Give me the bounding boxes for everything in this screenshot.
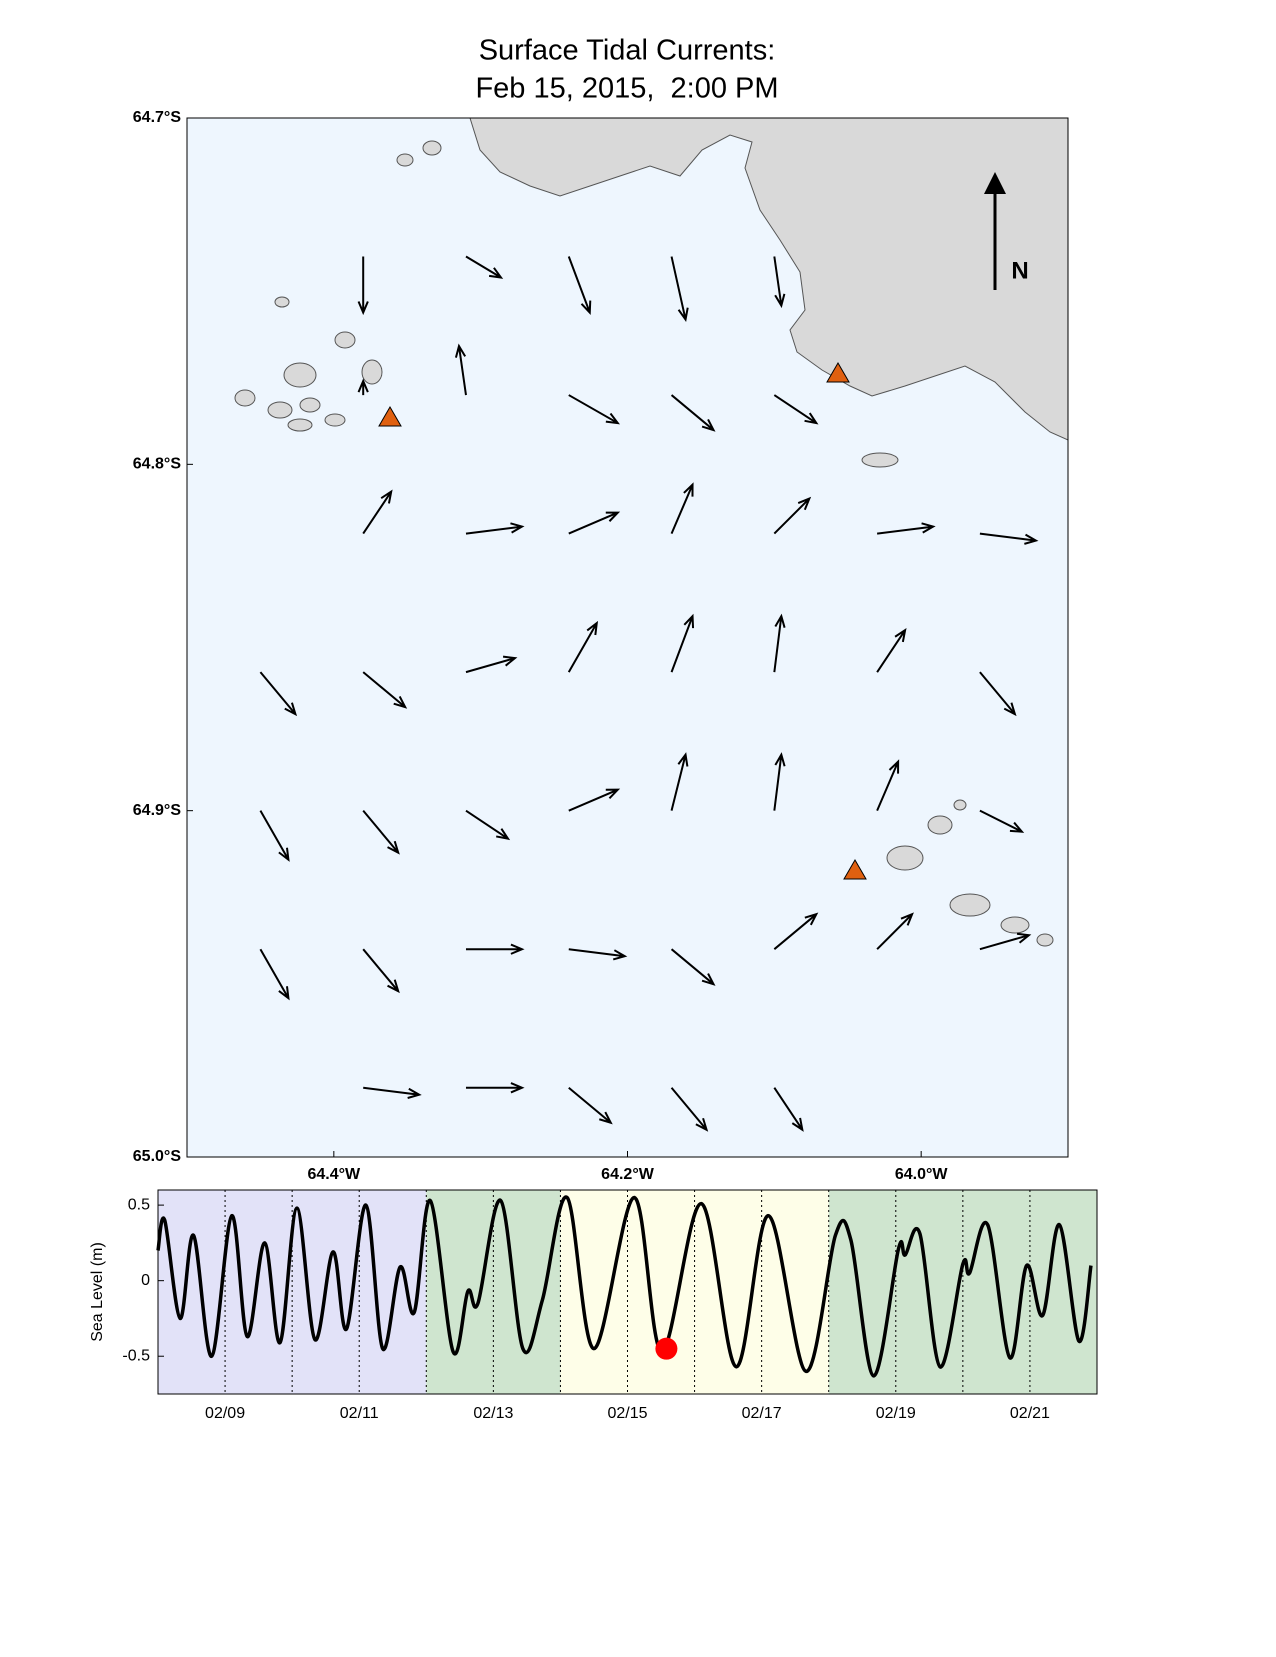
current-arrow <box>876 912 914 950</box>
current-arrow <box>670 256 689 323</box>
current-arrow <box>465 1082 525 1094</box>
map: N 64.4°W 64.2°W 64.0°W 64.7°S 64.8°S 64.9°S 65… <box>133 109 1069 1183</box>
x-tick-label: 02/11 <box>340 1405 379 1422</box>
current-arrow <box>357 256 369 316</box>
current-arrow <box>454 343 467 396</box>
current-arrow <box>876 627 907 673</box>
current-arrow <box>362 671 408 709</box>
current-arrow <box>465 255 504 279</box>
x-tick-label: 02/19 <box>876 1405 916 1422</box>
chart-subtitle: Feb 15, 2015, 2:00 PM <box>475 73 778 105</box>
current-arrow <box>670 948 716 986</box>
current-arrow <box>465 809 511 841</box>
current-arrow <box>362 948 400 994</box>
current-arrow <box>670 482 694 534</box>
y-tick-label: 0.5 <box>128 1196 150 1213</box>
y-tick-label: -0.5 <box>122 1347 150 1364</box>
site-marker <box>843 859 867 880</box>
current-arrow <box>568 948 628 961</box>
current-arrow <box>568 511 621 535</box>
y-tick-label: 64.8°S <box>133 456 182 473</box>
north-label: N <box>1011 257 1028 284</box>
x-tick-label: 64.0°W <box>895 1166 949 1183</box>
current-arrow <box>670 1087 709 1132</box>
current-arrow <box>773 752 786 811</box>
y-tick-label: 64.7°S <box>133 109 182 126</box>
current-arrow <box>773 256 786 309</box>
islands <box>234 140 1054 947</box>
current-arrow <box>979 532 1039 545</box>
sea-level-line <box>156 1195 1093 1378</box>
site-marker <box>826 362 850 383</box>
current-arrow <box>567 620 599 673</box>
land <box>469 117 1069 441</box>
current-arrow <box>259 810 290 862</box>
current-arrow <box>259 671 298 717</box>
current-arrow <box>773 912 819 950</box>
current-arrow <box>670 752 689 811</box>
current-arrow <box>773 394 819 425</box>
site-marker <box>378 406 402 427</box>
current-arrow <box>568 394 620 425</box>
map-frame <box>186 117 1069 1158</box>
current-time-marker <box>655 1337 678 1360</box>
current-arrow <box>670 613 695 673</box>
current-arrow <box>568 1086 613 1125</box>
current-arrow <box>773 496 812 535</box>
current-arrow <box>979 809 1025 833</box>
current-arrow <box>465 655 518 674</box>
y-axis-label: Sea Level (m) <box>89 1242 106 1342</box>
x-tick-label: 02/21 <box>1010 1405 1050 1422</box>
x-tick-label: 02/09 <box>205 1405 245 1422</box>
y-tick-label: 0 <box>141 1272 150 1289</box>
current-arrow <box>357 378 369 396</box>
current-arrow <box>362 810 400 855</box>
current-arrow <box>876 759 900 812</box>
current-arrow <box>259 948 290 1001</box>
current-arrow <box>465 522 525 535</box>
current-arrow <box>773 1087 804 1132</box>
tide-chart: Sea Level (m) 02/09 02/11 02/13 02/15 02/17 0… <box>89 1189 1098 1422</box>
x-tick-label: 64.4°W <box>308 1166 362 1183</box>
y-tick-label: 64.9°S <box>133 802 182 819</box>
current-arrow <box>979 932 1032 951</box>
x-tick-label: 64.2°W <box>601 1166 655 1183</box>
current-arrow <box>362 489 393 535</box>
chart-frame <box>157 1189 1098 1395</box>
x-tick-label: 02/13 <box>473 1405 513 1422</box>
y-tick-label: 65.0°S <box>133 1148 182 1165</box>
chart-title: Surface Tidal Currents: <box>479 35 776 67</box>
current-arrow <box>979 671 1017 717</box>
north-arrow-head <box>984 172 1006 194</box>
current-arrow <box>568 788 621 812</box>
current-arrow <box>465 943 525 955</box>
current-arrow <box>363 1086 422 1099</box>
current-arrow <box>670 394 716 432</box>
current-arrow <box>876 522 936 535</box>
current-arrow <box>567 256 592 315</box>
current-arrow <box>773 613 786 673</box>
x-tick-label: 02/15 <box>607 1405 647 1422</box>
x-tick-label: 02/17 <box>742 1405 782 1422</box>
